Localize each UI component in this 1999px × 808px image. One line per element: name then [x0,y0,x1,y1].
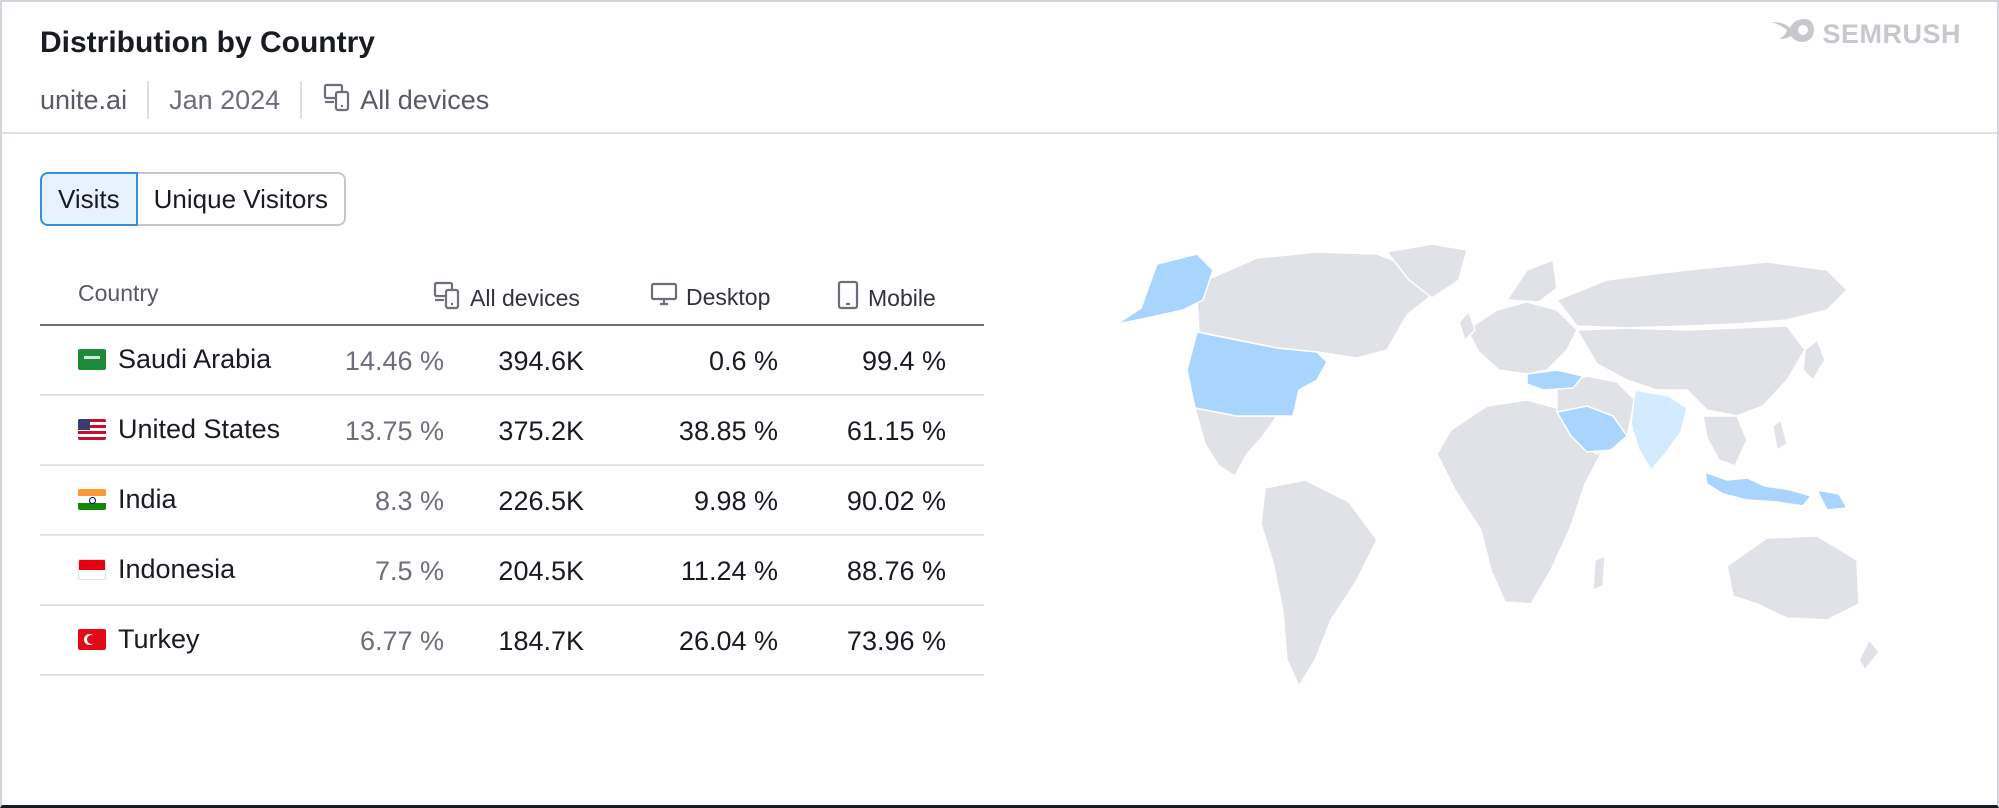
table-row[interactable]: India 8.3 % 226.5K 9.98 % 90.02 % [40,466,984,536]
traffic-share: 7.5 % [374,556,444,586]
divider [147,81,150,119]
tab-unique-visitors[interactable]: Unique Visitors [137,172,347,226]
turkey-region[interactable] [1526,369,1585,391]
desktop-share: 11.24 % [680,556,778,586]
column-header-mobile-label: Mobile [868,284,936,311]
devices-icon [322,82,352,119]
page-title: Distribution by Country [40,26,375,59]
desktop-icon [650,280,678,314]
country-table: Country All devices [40,264,984,676]
desktop-share: 38.85 % [678,416,778,446]
column-header-country-label: Country [78,280,159,306]
semrush-logo-text: SEMRUSH [1822,19,1961,49]
country-name: India [118,484,177,514]
table-row[interactable]: Indonesia 7.5 % 204.5K 11.24 % 88.76 % [40,536,984,606]
mobile-share: 61.15 % [846,416,946,446]
traffic-share: 8.3 % [374,486,444,516]
column-header-all-devices[interactable]: All devices [432,280,580,316]
indonesia-region[interactable] [1704,470,1813,507]
united-states-region[interactable] [1186,331,1328,417]
mobile-share: 99.4 % [861,346,946,376]
country-name: Saudi Arabia [118,344,272,374]
india-region[interactable] [1630,389,1688,472]
meta-bar: unite.ai Jan 2024 All devices [40,80,489,120]
devices-icon [432,280,462,316]
traffic-share: 13.75 % [344,416,444,446]
country-cell: Turkey [78,624,200,655]
country-name: Indonesia [118,554,236,584]
united-states-flag-icon [78,419,106,440]
card-header: Distribution by Country unite.ai Jan 202… [2,2,1997,134]
country-cell: Saudi Arabia [78,344,271,375]
country-cell: India [78,484,177,515]
column-header-all-devices-label: All devices [470,284,580,311]
metric-tabs: Visits Unique Visitors [40,172,347,228]
saudi-arabia-region[interactable] [1555,405,1629,453]
mobile-share: 73.96 % [846,626,946,656]
traffic-share: 6.77 % [359,626,444,656]
domain-label[interactable]: unite.ai [40,84,128,115]
device-filter[interactable]: All devices [322,82,489,119]
desktop-share: 26.04 % [678,626,778,656]
table-row[interactable]: Saudi Arabia 14.46 % 394.6K 0.6 % 99.4 % [40,326,984,396]
visits-value: 375.2K [498,416,584,446]
date-label[interactable]: Jan 2024 [169,84,281,115]
map-highlights [1116,253,1849,511]
desktop-share: 9.98 % [693,486,778,516]
country-cell: Indonesia [78,554,235,585]
turkey-flag-icon [78,629,106,650]
mobile-share: 90.02 % [846,486,946,516]
country-name: United States [118,414,281,444]
mobile-icon [836,280,860,316]
semrush-logo: SEMRUSH [1770,16,1961,53]
mobile-share: 88.76 % [846,556,946,586]
world-map[interactable] [1087,240,1887,700]
visits-value: 204.5K [498,556,584,586]
indonesia-flag-icon [78,559,106,580]
tab-visits[interactable]: Visits [40,172,138,226]
indonesia-region-east[interactable] [1815,488,1849,511]
device-filter-label: All devices [360,84,490,115]
desktop-share: 0.6 % [708,346,778,376]
visits-value: 184.7K [498,626,584,656]
table-row[interactable]: United States 13.75 % 375.2K 38.85 % 61.… [40,396,984,466]
column-header-desktop-label: Desktop [686,283,771,310]
semrush-flame-icon [1770,16,1816,53]
visits-value: 394.6K [498,346,584,376]
table-row[interactable]: Turkey 6.77 % 184.7K 26.04 % 73.96 % [40,606,984,676]
map-land [1193,243,1880,688]
column-header-mobile[interactable]: Mobile [836,280,936,316]
traffic-share: 14.46 % [344,346,444,376]
table-header: Country All devices [40,264,984,326]
saudi-arabia-flag-icon [78,349,106,370]
india-flag-icon [78,489,106,510]
country-cell: United States [78,414,280,445]
column-header-country: Country [78,280,159,307]
visits-value: 226.5K [498,486,584,516]
country-name: Turkey [118,624,200,654]
alaska-region[interactable] [1116,253,1214,325]
column-header-desktop[interactable]: Desktop [650,280,770,314]
divider [300,81,303,119]
